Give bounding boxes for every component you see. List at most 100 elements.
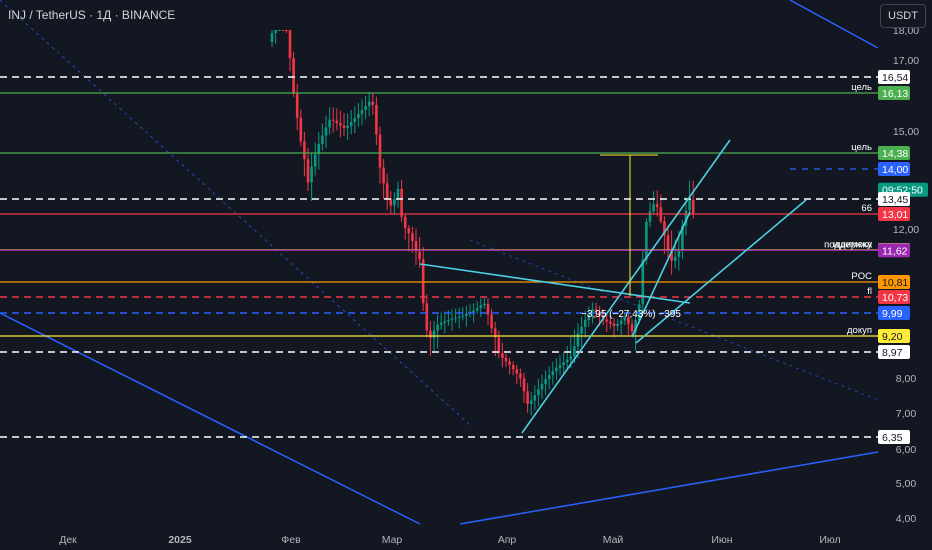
- price-label-text: 16,13: [882, 88, 908, 100]
- trendline[interactable]: [631, 211, 691, 338]
- candle-body: [385, 183, 389, 200]
- candle-body: [555, 367, 558, 372]
- candle-body: [313, 154, 317, 167]
- candle-body: [360, 110, 364, 115]
- price-label-badge: [878, 207, 910, 221]
- time-tick-label: Фев: [281, 534, 301, 546]
- time-tick-label: Июл: [819, 534, 840, 546]
- level-label: 66: [861, 203, 872, 214]
- candle-body: [627, 317, 630, 324]
- candle-body: [357, 114, 360, 118]
- candle-body: [411, 233, 414, 242]
- time-tick-label: Дек: [59, 534, 77, 546]
- currency-button[interactable]: USDT: [880, 4, 926, 28]
- candle-body: [630, 323, 634, 332]
- candle-body: [418, 251, 421, 260]
- measure-label: −3,95 (−27,43%) −395: [581, 309, 681, 320]
- candle-body: [573, 346, 576, 357]
- candle-body: [504, 357, 508, 362]
- trendlines: −3,95 (−27,43%) −395: [419, 139, 807, 434]
- candle-body: [569, 356, 573, 360]
- price-tick-label: 12,00: [893, 224, 919, 236]
- candle-body: [508, 361, 511, 365]
- candle-body: [490, 314, 493, 329]
- candle-body: [429, 330, 432, 338]
- level-label: ишимоку: [833, 239, 872, 250]
- candle-body: [457, 316, 461, 318]
- trendline[interactable]: [635, 199, 807, 344]
- candle-body: [609, 321, 612, 324]
- price-label-badge: [878, 275, 910, 289]
- candle-body: [378, 134, 382, 168]
- candle-body: [353, 117, 357, 122]
- candle-body: [565, 359, 569, 363]
- channel-lines: [0, 0, 879, 525]
- candle-body: [299, 117, 303, 142]
- trendline[interactable]: [521, 139, 731, 434]
- candle-body: [655, 204, 659, 208]
- candle-body: [342, 125, 346, 128]
- candle-body: [382, 167, 385, 184]
- candle-body: [493, 328, 497, 338]
- candle-body: [540, 384, 544, 390]
- level-label: докуп: [847, 325, 872, 336]
- candle-body: [450, 318, 454, 321]
- candle-body: [645, 221, 648, 260]
- candle-body: [673, 256, 677, 261]
- time-tick-label: Май: [603, 534, 624, 546]
- level-label: цель: [851, 142, 872, 153]
- candle-body: [537, 389, 540, 396]
- price-tick-label: 7,00: [896, 408, 917, 420]
- candle-body: [562, 362, 565, 366]
- candle-body: [576, 333, 580, 347]
- candle-body: [472, 310, 475, 312]
- candle-body: [637, 304, 641, 321]
- candle-body: [400, 188, 403, 217]
- price-label-badge: [878, 430, 910, 444]
- candle-body: [605, 319, 609, 322]
- candle-body: [288, 30, 292, 59]
- price-label-text: 14,00: [882, 164, 908, 176]
- level-label: поддержка: [824, 239, 873, 250]
- candle-body: [439, 322, 443, 325]
- price-label-badge: [878, 290, 910, 304]
- symbol-title[interactable]: INJ / TetherUS · 1Д · BINANCE: [8, 8, 176, 22]
- candle-body: [666, 235, 670, 251]
- candle-body: [479, 305, 483, 309]
- trendline[interactable]: [419, 263, 691, 304]
- candle-body: [335, 120, 339, 124]
- level-label: fl: [867, 286, 872, 297]
- price-label-text: 6,35: [882, 432, 903, 444]
- candle-body: [310, 166, 313, 183]
- candle-body: [396, 188, 400, 200]
- candle-body: [421, 259, 425, 304]
- price-axis[interactable]: 18,00 17,00 15,00 12,00 8,00 7,00 6,00 5,00 4,00…: [878, 0, 932, 528]
- candle-body: [367, 101, 371, 106]
- candle-body: [583, 320, 587, 327]
- price-tick-label: 18,00: [893, 25, 919, 37]
- candle-body: [371, 101, 375, 105]
- candle-body: [515, 369, 519, 374]
- price-label-badge: [878, 329, 910, 343]
- price-label-badge: [878, 306, 910, 320]
- price-label-text: 9,99: [882, 308, 903, 320]
- candle-body: [501, 353, 504, 358]
- candle-body: [511, 364, 515, 370]
- candle-body: [526, 391, 529, 404]
- candle-body: [425, 303, 429, 331]
- candle-body: [688, 199, 691, 211]
- candle-body: [364, 105, 367, 111]
- candle-body: [317, 144, 321, 155]
- candle-body: [691, 199, 695, 214]
- time-axis-bg: [0, 528, 932, 550]
- candle-body: [407, 228, 411, 234]
- time-tick-label: Мар: [382, 534, 403, 546]
- time-axis[interactable]: Дек 2025 Фев Мар Апр Май Июн Июл: [0, 528, 932, 550]
- time-tick-label: 2025: [168, 534, 192, 546]
- candle-body: [519, 373, 522, 379]
- candle-body: [551, 371, 555, 376]
- channel-line: [789, 0, 879, 49]
- price-label-badge: [878, 146, 910, 160]
- candle-body: [544, 379, 547, 385]
